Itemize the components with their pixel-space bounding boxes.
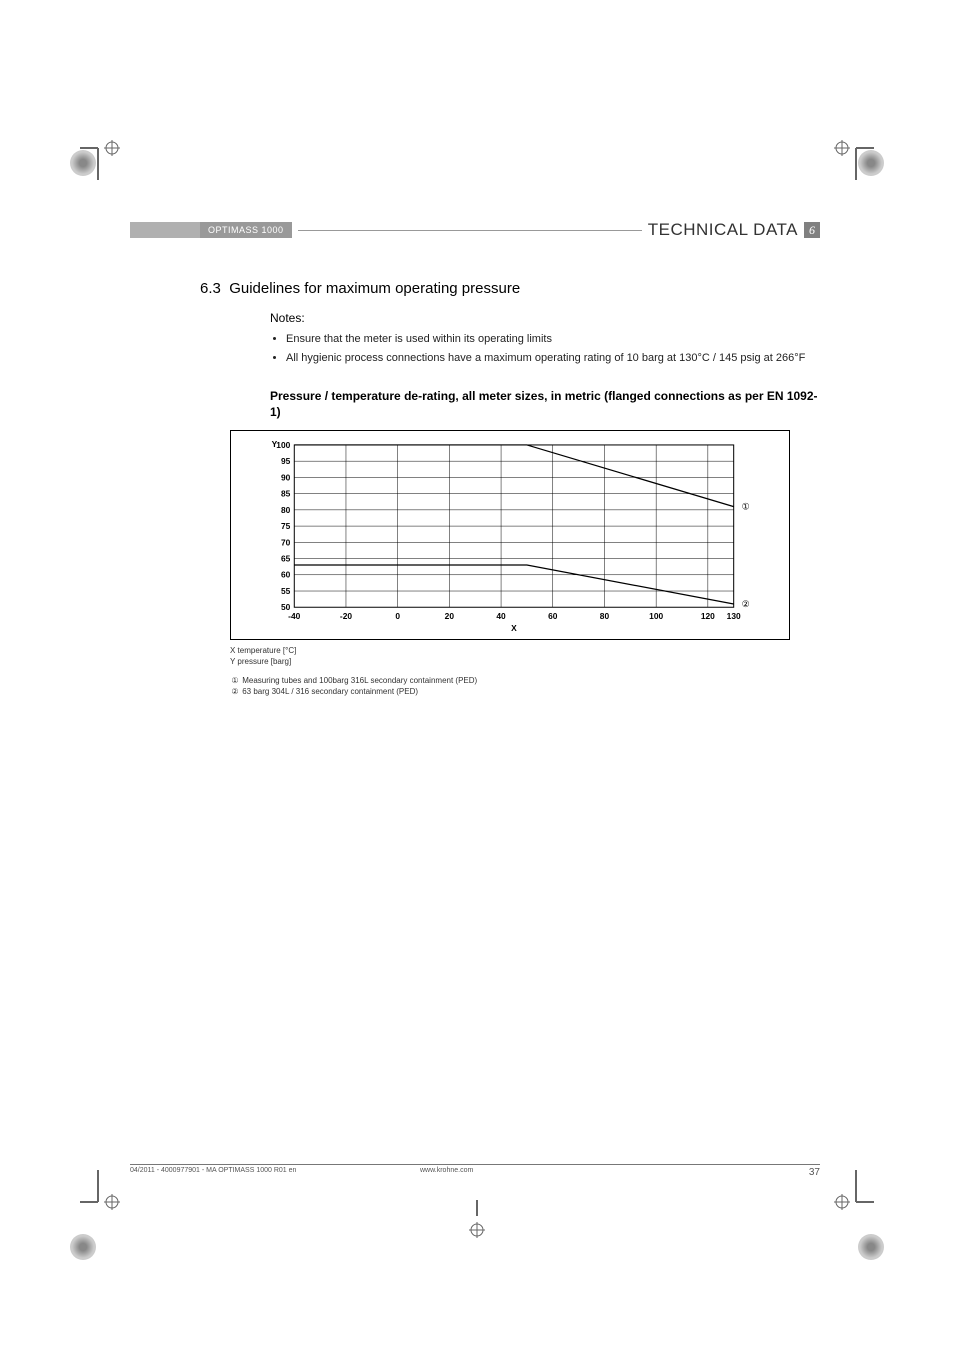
- header-rule: [298, 230, 642, 231]
- caption-item: ② 63 barg 304L / 316 secondary containme…: [230, 687, 820, 698]
- header-stub: [130, 222, 200, 238]
- page-footer: 04/2011 - 4000977901 - MA OPTIMASS 1000 …: [130, 1164, 820, 1178]
- section-heading: 6.3 Guidelines for maximum operating pre…: [200, 280, 820, 297]
- caption-item: ① Measuring tubes and 100barg 316L secon…: [230, 676, 820, 687]
- chart-svg: 50556065707580859095100-40-2002040608010…: [267, 439, 759, 631]
- svg-text:20: 20: [445, 611, 455, 621]
- svg-text:80: 80: [600, 611, 610, 621]
- section-title: TECHNICAL DATA: [648, 220, 798, 240]
- registration-dot-icon: [70, 150, 96, 176]
- svg-text:-40: -40: [288, 611, 300, 621]
- crop-mark-icon: [834, 1150, 894, 1210]
- svg-text:0: 0: [395, 611, 400, 621]
- page-header: OPTIMASS 1000 TECHNICAL DATA 6: [200, 220, 820, 240]
- registration-dot-icon: [858, 150, 884, 176]
- svg-text:60: 60: [548, 611, 558, 621]
- svg-text:100: 100: [649, 611, 663, 621]
- svg-text:65: 65: [281, 554, 291, 564]
- crop-mark-icon: [447, 1200, 507, 1260]
- chart-caption-block: X temperature [°C] Y pressure [barg] ① M…: [230, 646, 820, 697]
- svg-text:90: 90: [281, 473, 291, 483]
- svg-text:120: 120: [701, 611, 715, 621]
- notes-item: All hygienic process connections have a …: [286, 350, 820, 367]
- svg-text:75: 75: [281, 521, 291, 531]
- svg-text:100: 100: [276, 440, 290, 450]
- svg-text:80: 80: [281, 505, 291, 515]
- notes-label: Notes:: [270, 311, 820, 325]
- svg-text:X: X: [511, 623, 517, 631]
- footer-page-number: 37: [680, 1167, 820, 1178]
- pressure-temperature-chart: 50556065707580859095100-40-2002040608010…: [230, 430, 790, 640]
- svg-text:130: 130: [727, 611, 741, 621]
- chart-title: Pressure / temperature de-rating, all me…: [270, 388, 820, 420]
- svg-text:①: ①: [742, 502, 750, 512]
- svg-text:70: 70: [281, 538, 291, 548]
- notes-list: Ensure that the meter is used within its…: [286, 331, 820, 366]
- registration-dot-icon: [858, 1234, 884, 1260]
- crop-mark-icon: [60, 1150, 120, 1210]
- section-badge: 6: [804, 222, 820, 238]
- svg-text:55: 55: [281, 586, 291, 596]
- svg-text:②: ②: [742, 599, 750, 609]
- footer-url: www.krohne.com: [420, 1167, 680, 1178]
- caption-x: X temperature [°C]: [230, 646, 820, 657]
- svg-text:95: 95: [281, 457, 291, 467]
- svg-text:40: 40: [496, 611, 506, 621]
- svg-text:Y: Y: [272, 439, 278, 449]
- registration-dot-icon: [70, 1234, 96, 1260]
- notes-item: Ensure that the meter is used within its…: [286, 331, 820, 348]
- svg-text:-20: -20: [340, 611, 352, 621]
- svg-text:85: 85: [281, 489, 291, 499]
- svg-text:60: 60: [281, 570, 291, 580]
- caption-y: Y pressure [barg]: [230, 657, 820, 668]
- footer-docid: 04/2011 - 4000977901 - MA OPTIMASS 1000 …: [130, 1167, 420, 1178]
- product-pill: OPTIMASS 1000: [200, 222, 292, 238]
